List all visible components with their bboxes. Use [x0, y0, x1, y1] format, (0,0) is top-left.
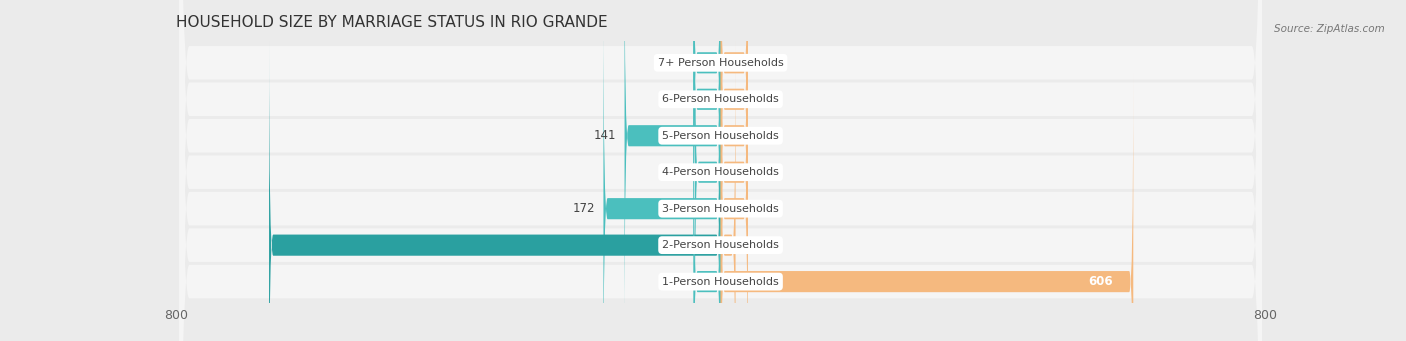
Text: 0: 0 [756, 93, 763, 106]
Text: 663: 663 [685, 239, 709, 252]
FancyBboxPatch shape [179, 0, 1263, 341]
FancyBboxPatch shape [721, 0, 748, 308]
FancyBboxPatch shape [179, 0, 1263, 341]
Text: 0: 0 [678, 93, 685, 106]
FancyBboxPatch shape [179, 0, 1263, 341]
FancyBboxPatch shape [179, 0, 1263, 341]
Text: 3-Person Households: 3-Person Households [662, 204, 779, 214]
Text: 2-Person Households: 2-Person Households [662, 240, 779, 250]
FancyBboxPatch shape [269, 37, 721, 341]
FancyBboxPatch shape [603, 0, 721, 341]
Text: 606: 606 [1088, 275, 1112, 288]
Text: HOUSEHOLD SIZE BY MARRIAGE STATUS IN RIO GRANDE: HOUSEHOLD SIZE BY MARRIAGE STATUS IN RIO… [176, 15, 607, 30]
Text: 38: 38 [672, 166, 686, 179]
Text: 172: 172 [572, 202, 595, 215]
FancyBboxPatch shape [721, 37, 735, 341]
Text: 22: 22 [744, 239, 759, 252]
Text: 6-Person Households: 6-Person Households [662, 94, 779, 104]
Text: 4-Person Households: 4-Person Households [662, 167, 779, 177]
FancyBboxPatch shape [721, 73, 1133, 341]
FancyBboxPatch shape [179, 0, 1263, 341]
FancyBboxPatch shape [179, 0, 1263, 341]
FancyBboxPatch shape [721, 0, 748, 341]
Text: 0: 0 [756, 129, 763, 142]
Text: 7+ Person Households: 7+ Person Households [658, 58, 783, 68]
FancyBboxPatch shape [693, 73, 721, 341]
Text: Source: ZipAtlas.com: Source: ZipAtlas.com [1274, 24, 1385, 34]
FancyBboxPatch shape [179, 0, 1263, 341]
Text: 0: 0 [756, 56, 763, 69]
Text: 5-Person Households: 5-Person Households [662, 131, 779, 141]
FancyBboxPatch shape [624, 0, 721, 341]
Text: 0: 0 [678, 275, 685, 288]
FancyBboxPatch shape [721, 0, 748, 341]
FancyBboxPatch shape [721, 0, 748, 341]
Text: 0: 0 [756, 202, 763, 215]
Text: 0: 0 [756, 166, 763, 179]
Text: 1-Person Households: 1-Person Households [662, 277, 779, 286]
Text: 0: 0 [678, 56, 685, 69]
FancyBboxPatch shape [693, 0, 721, 308]
Text: 141: 141 [593, 129, 616, 142]
FancyBboxPatch shape [693, 0, 721, 271]
FancyBboxPatch shape [721, 0, 748, 271]
FancyBboxPatch shape [695, 0, 721, 341]
